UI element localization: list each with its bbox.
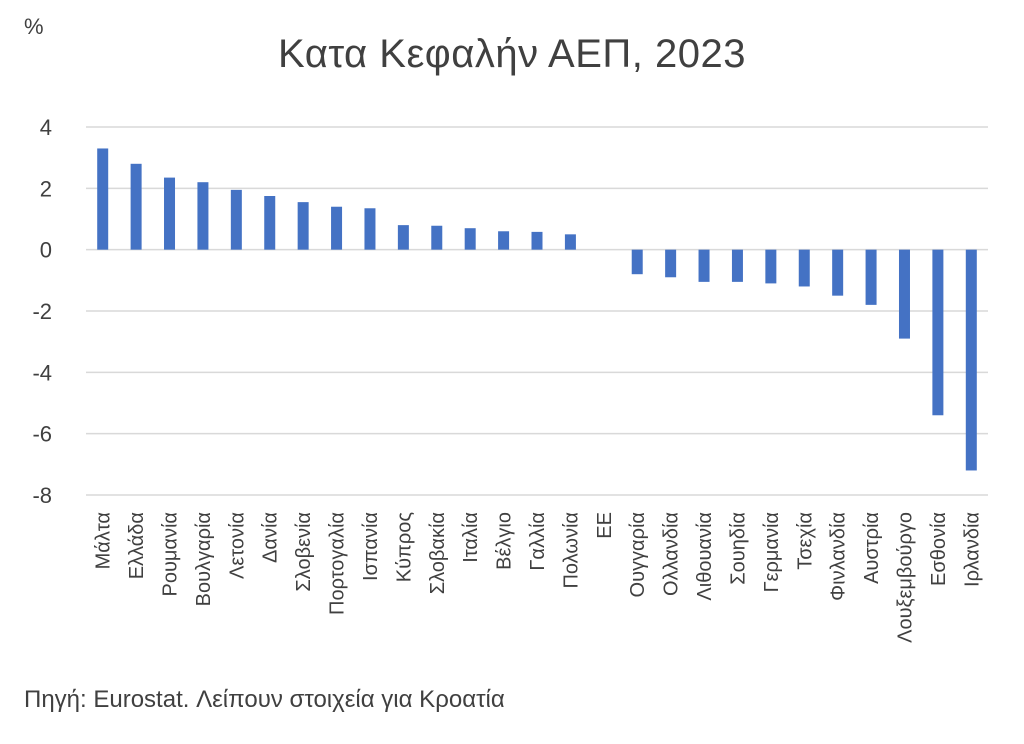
x-category-label: Γαλλία	[527, 512, 549, 571]
source-note: Πηγή: Eurostat. Λείπουν στοιχεία για Κρο…	[24, 686, 505, 713]
bar	[564, 234, 576, 250]
y-unit-label: %	[24, 14, 44, 39]
x-category-label: Ιταλία	[460, 512, 482, 563]
x-category-label: Τσεχία	[794, 512, 816, 570]
x-category-label: Δανία	[260, 512, 282, 563]
bar	[264, 196, 276, 250]
bar	[230, 189, 242, 250]
bar	[698, 249, 710, 282]
x-category-label: Ρουμανία	[160, 512, 182, 597]
bar	[397, 225, 409, 250]
x-category-label: Ισπανία	[360, 512, 382, 581]
y-tick-label: -6	[32, 422, 52, 447]
bar	[130, 163, 142, 250]
bar	[898, 249, 910, 339]
bar	[932, 249, 944, 416]
y-tick-label: -8	[32, 483, 52, 508]
bar	[464, 228, 476, 250]
bar	[665, 249, 677, 278]
x-category-label: Ολλανδία	[661, 512, 683, 596]
bar	[331, 206, 343, 250]
x-category-label: Βέλγιο	[494, 512, 516, 570]
chart-title: Κατα Κεφαλήν ΑΕΠ, 2023	[278, 32, 746, 76]
bar	[731, 249, 743, 282]
y-tick-label: 4	[40, 115, 52, 140]
x-category-label: Ουγγαρία	[627, 512, 649, 597]
x-category-label: Βουλγαρία	[193, 512, 215, 606]
bar	[531, 231, 543, 250]
y-tick-label: 0	[40, 238, 52, 263]
bar	[865, 249, 877, 305]
bar	[765, 249, 777, 284]
x-category-label: Κύπρος	[393, 512, 415, 583]
x-category-label: Φινλανδία	[828, 512, 850, 601]
x-category-label: Μάλτα	[93, 512, 115, 569]
x-category-label: Πολωνία	[560, 512, 582, 589]
x-category-label: ΕΕ	[594, 512, 616, 539]
bar	[431, 225, 443, 250]
x-category-label: Λιθουανία	[694, 512, 716, 601]
bar	[498, 231, 510, 250]
bar	[97, 148, 109, 250]
x-category-label: Σουηδία	[727, 512, 749, 585]
y-tick-label: -4	[32, 360, 52, 385]
bar	[197, 182, 209, 250]
bar	[965, 249, 977, 471]
x-category-label: Αυστρία	[861, 512, 883, 584]
bar	[364, 208, 376, 250]
x-category-label: Γερμανία	[761, 512, 783, 592]
bar	[297, 202, 309, 250]
bar	[832, 249, 844, 296]
y-tick-label: 2	[40, 176, 52, 201]
x-category-label: Σλοβακία	[427, 512, 449, 594]
y-tick-label: -2	[32, 299, 52, 324]
x-category-label: Ιρλανδία	[961, 512, 983, 587]
x-category-label: Σλοβενία	[293, 512, 315, 592]
x-category-label: Λουξεμβούργο	[894, 512, 916, 643]
x-category-label: Πορτογαλία	[327, 512, 349, 615]
bar	[798, 249, 810, 287]
x-category-label: Λετονία	[226, 512, 248, 579]
bar	[631, 249, 643, 275]
bar	[164, 177, 176, 250]
x-category-label: Εσθονία	[928, 512, 950, 586]
x-category-label: Ελλάδα	[126, 512, 148, 579]
